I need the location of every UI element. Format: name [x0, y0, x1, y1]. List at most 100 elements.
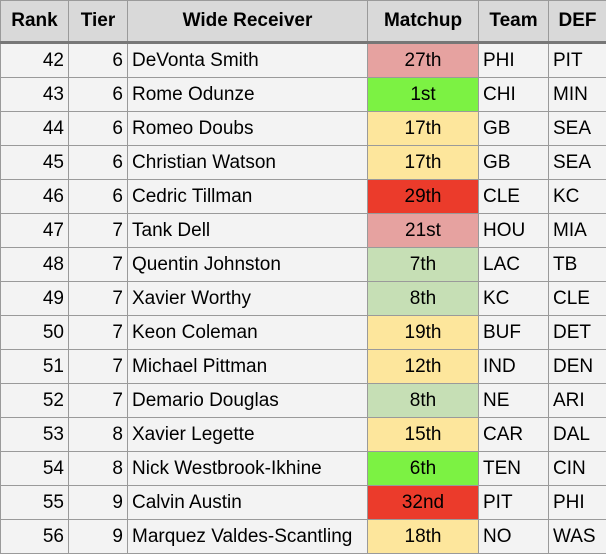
matchup-cell: 8th: [367, 281, 479, 316]
column-header: Tier: [68, 0, 128, 44]
table-cell: 6: [68, 42, 128, 78]
table-cell: 7: [68, 383, 128, 418]
table-cell: 49: [0, 281, 69, 316]
matchup-cell: 1st: [367, 77, 479, 112]
table-cell: 7: [68, 247, 128, 282]
table-cell: BUF: [478, 315, 549, 350]
table-cell: IND: [478, 349, 549, 384]
matchup-cell: 27th: [367, 42, 479, 78]
table-cell: DET: [548, 315, 606, 350]
table-cell: 7: [68, 213, 128, 248]
table-cell: Rome Odunze: [127, 77, 368, 112]
table-cell: 8: [68, 417, 128, 452]
table-cell: 48: [0, 247, 69, 282]
table-cell: KC: [548, 179, 606, 214]
table-cell: 53: [0, 417, 69, 452]
table-cell: NE: [478, 383, 549, 418]
table-cell: Quentin Johnston: [127, 247, 368, 282]
table-cell: Xavier Worthy: [127, 281, 368, 316]
table-row: 51 7 Michael Pittman 12th IND DEN: [0, 349, 606, 384]
table-cell: 7: [68, 281, 128, 316]
table-cell: 45: [0, 145, 69, 180]
table-cell: 8: [68, 451, 128, 486]
table-cell: GB: [478, 145, 549, 180]
table-cell: 46: [0, 179, 69, 214]
table-row: 49 7 Xavier Worthy 8th KC CLE: [0, 281, 606, 316]
table-cell: PIT: [548, 42, 606, 78]
column-header: DEF: [548, 0, 606, 44]
table-cell: PHI: [548, 485, 606, 520]
table-cell: DAL: [548, 417, 606, 452]
table-cell: 55: [0, 485, 69, 520]
table-row: 44 6 Romeo Doubs 17th GB SEA: [0, 111, 606, 146]
matchup-cell: 7th: [367, 247, 479, 282]
table-row: 46 6 Cedric Tillman 29th CLE KC: [0, 179, 606, 214]
table-cell: 47: [0, 213, 69, 248]
matchup-cell: 29th: [367, 179, 479, 214]
matchup-cell: 12th: [367, 349, 479, 384]
table-cell: 56: [0, 519, 69, 554]
matchup-cell: 17th: [367, 111, 479, 146]
table-cell: 50: [0, 315, 69, 350]
table-cell: NO: [478, 519, 549, 554]
table-cell: TB: [548, 247, 606, 282]
table-cell: Keon Coleman: [127, 315, 368, 350]
table-cell: Cedric Tillman: [127, 179, 368, 214]
table-cell: LAC: [478, 247, 549, 282]
matchup-cell: 8th: [367, 383, 479, 418]
matchup-cell: 32nd: [367, 485, 479, 520]
table-cell: Romeo Doubs: [127, 111, 368, 146]
table-cell: ARI: [548, 383, 606, 418]
table-cell: KC: [478, 281, 549, 316]
table-row: 56 9 Marquez Valdes-Scantling 18th NO WAS: [0, 519, 606, 554]
table-body: 42 6 DeVonta Smith 27th PHI PIT 43 6 Rome Odunze…: [0, 42, 606, 554]
matchup-cell: 6th: [367, 451, 479, 486]
table-header: Rank Tier Wide Receiver Matchup Team DEF: [0, 0, 606, 44]
table-cell: SEA: [548, 111, 606, 146]
table-cell: GB: [478, 111, 549, 146]
table-row: 54 8 Nick Westbrook-Ikhine 6th TEN CIN: [0, 451, 606, 486]
matchup-cell: 17th: [367, 145, 479, 180]
table-cell: CLE: [548, 281, 606, 316]
matchup-cell: 15th: [367, 417, 479, 452]
column-header: Matchup: [367, 0, 479, 44]
table-row: 53 8 Xavier Legette 15th CAR DAL: [0, 417, 606, 452]
table-cell: 6: [68, 179, 128, 214]
table-cell: 52: [0, 383, 69, 418]
table-row: 50 7 Keon Coleman 19th BUF DET: [0, 315, 606, 350]
table-cell: CHI: [478, 77, 549, 112]
matchup-cell: 19th: [367, 315, 479, 350]
table-cell: CAR: [478, 417, 549, 452]
table-cell: CLE: [478, 179, 549, 214]
table-cell: MIA: [548, 213, 606, 248]
matchup-cell: 18th: [367, 519, 479, 554]
table-cell: WAS: [548, 519, 606, 554]
table-cell: Michael Pittman: [127, 349, 368, 384]
header-row: Rank Tier Wide Receiver Matchup Team DEF: [0, 0, 606, 44]
table-cell: 44: [0, 111, 69, 146]
table-cell: 51: [0, 349, 69, 384]
table-row: 55 9 Calvin Austin 32nd PIT PHI: [0, 485, 606, 520]
table-row: 42 6 DeVonta Smith 27th PHI PIT: [0, 42, 606, 78]
table-cell: 54: [0, 451, 69, 486]
table-cell: Tank Dell: [127, 213, 368, 248]
table-cell: DEN: [548, 349, 606, 384]
table-cell: Christian Watson: [127, 145, 368, 180]
column-header: Team: [478, 0, 549, 44]
table-cell: PIT: [478, 485, 549, 520]
table-row: 48 7 Quentin Johnston 7th LAC TB: [0, 247, 606, 282]
table-cell: MIN: [548, 77, 606, 112]
table-cell: TEN: [478, 451, 549, 486]
table-row: 45 6 Christian Watson 17th GB SEA: [0, 145, 606, 180]
table-cell: HOU: [478, 213, 549, 248]
table-cell: 9: [68, 519, 128, 554]
table-cell: 6: [68, 77, 128, 112]
column-header: Wide Receiver: [127, 0, 368, 44]
table-cell: PHI: [478, 42, 549, 78]
column-header: Rank: [0, 0, 69, 44]
table-cell: 43: [0, 77, 69, 112]
table-cell: Demario Douglas: [127, 383, 368, 418]
table-cell: 42: [0, 42, 69, 78]
